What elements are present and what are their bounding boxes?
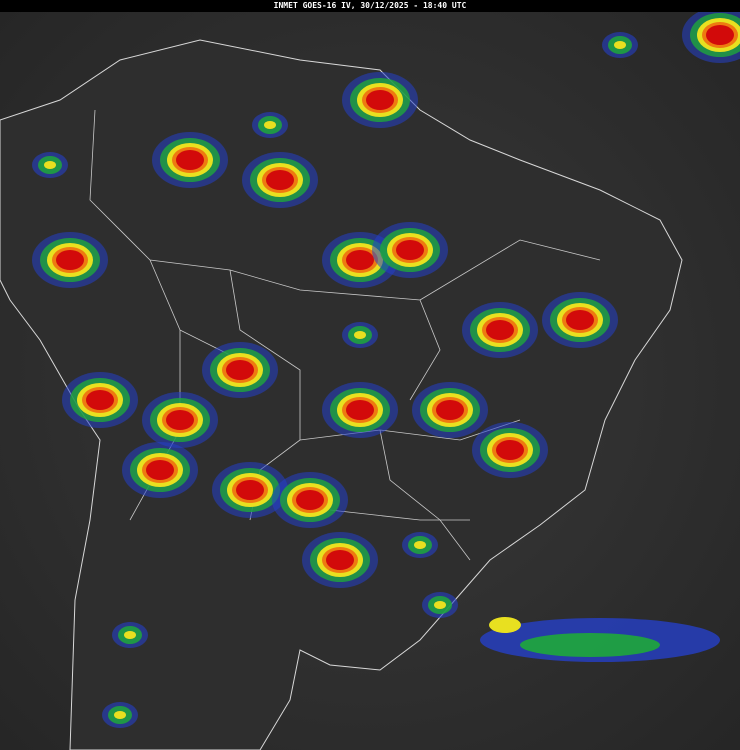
storm-cell — [462, 302, 538, 358]
image-title: INMET GOES-16 IV, 30/12/2025 - 18:40 UTC — [0, 0, 740, 12]
storm-cell — [122, 442, 198, 498]
shower-cell — [252, 112, 288, 138]
storm-cell — [32, 232, 108, 288]
storm-cell — [62, 372, 138, 428]
storm-cell — [202, 342, 278, 398]
storm-cell — [412, 382, 488, 438]
storm-cell — [322, 382, 398, 438]
shower-cell — [32, 152, 68, 178]
clouds — [32, 7, 740, 728]
shower-cell — [422, 592, 458, 618]
storm-cell — [302, 532, 378, 588]
frontal-band — [489, 617, 521, 633]
shower-cell — [102, 702, 138, 728]
storm-cell — [342, 72, 418, 128]
shower-cell — [602, 32, 638, 58]
storm-cell — [272, 472, 348, 528]
storm-cell — [152, 132, 228, 188]
storm-cell — [142, 392, 218, 448]
shower-cell — [402, 532, 438, 558]
shower-cell — [112, 622, 148, 648]
storm-cell — [372, 222, 448, 278]
storm-cell — [542, 292, 618, 348]
frontal-band — [520, 633, 660, 657]
borders — [89, 109, 601, 561]
shower-cell — [342, 322, 378, 348]
storm-cell — [242, 152, 318, 208]
storm-cell — [472, 422, 548, 478]
